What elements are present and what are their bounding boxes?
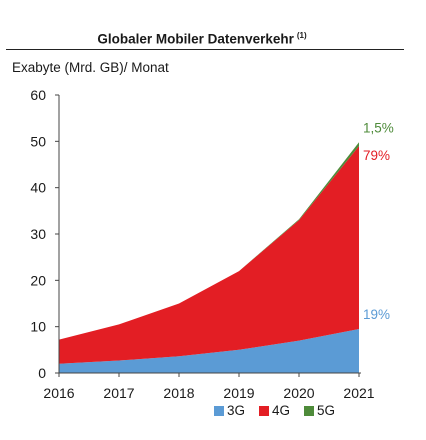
legend-item-3g: 3G bbox=[214, 403, 245, 418]
y-tick-label: 30 bbox=[30, 226, 46, 242]
y-tick-label: 0 bbox=[38, 365, 46, 381]
chart-title: Globaler Mobiler Datenverkehr (1) bbox=[97, 31, 307, 47]
y-tick-label: 10 bbox=[30, 319, 46, 335]
area-4g bbox=[59, 146, 359, 364]
legend-swatch-4g bbox=[259, 405, 270, 416]
y-tick-label: 20 bbox=[30, 272, 46, 288]
y-axis-label: Exabyte (Mrd. GB)/ Monat bbox=[12, 60, 169, 75]
legend-item-4g: 4G bbox=[259, 403, 290, 418]
x-tick-label: 2016 bbox=[43, 385, 74, 401]
x-tick-label: 2021 bbox=[343, 385, 374, 401]
y-tick-label: 60 bbox=[30, 87, 46, 103]
x-tick-label: 2020 bbox=[283, 385, 314, 401]
x-tick-label: 2018 bbox=[163, 385, 194, 401]
legend-label-3g: 3G bbox=[227, 403, 246, 418]
area-3g bbox=[59, 329, 359, 373]
x-tick-label: 2019 bbox=[223, 385, 254, 401]
legend-label-5g: 5G bbox=[317, 403, 336, 418]
y-tick-label: 50 bbox=[30, 133, 46, 149]
title-footnote: (1) bbox=[296, 31, 307, 40]
annotation-5g: 1,5% bbox=[363, 120, 394, 135]
x-tick-label: 2017 bbox=[103, 385, 134, 401]
y-tick-label: 40 bbox=[30, 180, 46, 196]
legend-swatch-3g bbox=[214, 405, 224, 416]
legend: 3G 4G 5G bbox=[214, 403, 335, 418]
legend-item-5g: 5G bbox=[304, 403, 335, 418]
title-rule bbox=[6, 49, 404, 50]
annotation-4g: 79% bbox=[363, 148, 390, 163]
legend-swatch-5g bbox=[304, 405, 315, 416]
legend-label-4g: 4G bbox=[272, 403, 291, 418]
annotation-3g: 19% bbox=[363, 307, 390, 322]
